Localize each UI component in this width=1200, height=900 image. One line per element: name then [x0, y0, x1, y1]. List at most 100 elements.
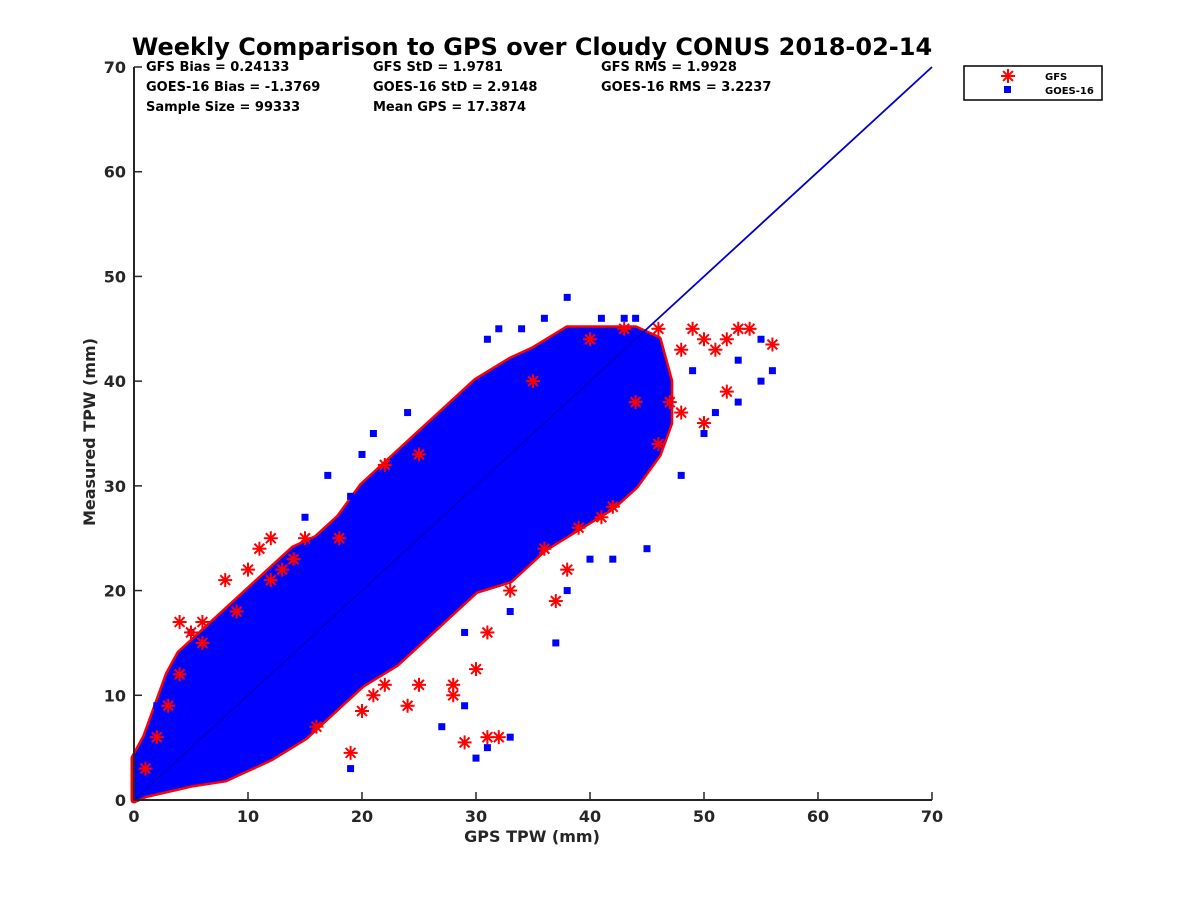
- y-tick-label: 50: [104, 267, 126, 286]
- gfs-point: [252, 541, 267, 556]
- gfs-point: [742, 321, 757, 336]
- goes16-point: [734, 398, 742, 406]
- gfs-point: [446, 688, 461, 703]
- goes16-point: [540, 314, 548, 322]
- goes16-point: [518, 325, 526, 333]
- y-tick-label: 20: [104, 582, 126, 601]
- x-tick-label: 50: [693, 807, 715, 826]
- legend: GFS GOES-16: [963, 65, 1103, 101]
- y-axis-label: Measured TPW (mm): [80, 338, 99, 526]
- gfs-point: [765, 337, 780, 352]
- gfs-point: [343, 745, 358, 760]
- stat-text: GOES-16 RMS = 3.2237: [601, 80, 771, 95]
- y-tick-label: 30: [104, 477, 126, 496]
- gfs-point: [298, 531, 312, 546]
- gfs-point: [195, 614, 210, 629]
- goes16-point: [689, 367, 697, 375]
- goes16-point: [563, 293, 571, 301]
- stat-text: Sample Size = 99333: [146, 100, 300, 115]
- gfs-point: [355, 703, 369, 718]
- gfs-point: [172, 667, 187, 682]
- goes16-point: [677, 471, 685, 479]
- goes16-point: [609, 555, 617, 563]
- legend-goes16-marker: [1004, 86, 1011, 93]
- x-tick-label: 60: [807, 807, 829, 826]
- goes16-point: [324, 471, 332, 479]
- goes16-point: [563, 587, 571, 595]
- legend-box: [963, 65, 1103, 101]
- gfs-point: [571, 520, 586, 535]
- goes16-point: [461, 628, 469, 636]
- goes16-point: [620, 314, 628, 322]
- y-tick-label: 10: [104, 686, 126, 705]
- gfs-point: [697, 416, 711, 431]
- gfs-point: [719, 332, 734, 347]
- gfs-point: [457, 735, 472, 750]
- goes16-point: [472, 754, 480, 762]
- gfs-point: [719, 384, 734, 399]
- gfs-point: [332, 531, 347, 546]
- y-tick-label: 0: [115, 791, 126, 810]
- gfs-point: [366, 688, 381, 703]
- gfs-point: [617, 321, 632, 336]
- x-tick-label: 0: [128, 807, 139, 826]
- gfs-point: [412, 677, 426, 692]
- goes16-point: [643, 545, 651, 553]
- goes16-point: [438, 723, 446, 731]
- y-tick-label: 40: [104, 372, 126, 391]
- legend-gfs-marker: [1001, 69, 1015, 83]
- goes16-point: [358, 450, 366, 458]
- gfs-point: [195, 635, 210, 650]
- gfs-point: [708, 342, 723, 357]
- gfs-point: [685, 321, 700, 336]
- legend-gfs-label: GFS: [1045, 72, 1067, 83]
- gfs-point: [594, 510, 609, 525]
- goes16-point: [586, 555, 594, 563]
- gfs-point: [480, 625, 495, 640]
- goes16-point: [153, 702, 161, 710]
- gfs-point: [605, 499, 620, 514]
- gfs-point: [697, 332, 711, 347]
- goes16-point: [711, 409, 719, 417]
- gfs-point: [172, 614, 187, 629]
- gfs-point: [469, 662, 483, 677]
- x-axis-label: GPS TPW (mm): [464, 827, 600, 846]
- one-to-one-line: [133, 66, 933, 801]
- goes16-point: [734, 356, 742, 364]
- goes16-point: [552, 639, 560, 647]
- gfs-point: [662, 395, 677, 410]
- stat-text: Mean GPS = 17.3874: [373, 100, 526, 115]
- legend-goes16-label: GOES-16: [1045, 86, 1094, 97]
- goes16-point: [426, 608, 434, 616]
- gfs-point: [548, 594, 563, 609]
- gfs-point: [628, 395, 643, 410]
- axes: 0 10 20 30 40 50 60 70 0 10 20 30 40 50 60 70: [104, 58, 943, 826]
- gfs-point: [674, 342, 689, 357]
- goes16-point: [483, 744, 491, 752]
- goes16-point: [404, 409, 412, 417]
- gfs-point: [161, 698, 176, 713]
- chart-title: Weekly Comparison to GPS over Cloudy CON…: [132, 33, 932, 61]
- goes16-point: [483, 335, 491, 343]
- gfs-point: [138, 761, 153, 776]
- gfs-point: [309, 719, 324, 734]
- x-tick-label: 30: [465, 807, 487, 826]
- goes16-point: [461, 702, 469, 710]
- plot-area: [130, 66, 933, 804]
- stat-text: GOES-16 Bias = -1.3769: [146, 80, 320, 95]
- gfs-point: [241, 562, 255, 577]
- gfs-point: [560, 562, 575, 577]
- gfs-point: [651, 321, 666, 336]
- goes16-point: [757, 335, 765, 343]
- goes16-point: [369, 430, 377, 437]
- goes16-point-cloud: [133, 327, 671, 801]
- gfs-point: [377, 457, 392, 472]
- goes16-point: [495, 325, 503, 333]
- gfs-point: [503, 583, 518, 598]
- gfs-point: [263, 573, 278, 588]
- goes16-point: [347, 492, 355, 500]
- x-tick-label: 40: [579, 807, 601, 826]
- goes16-point: [632, 314, 640, 322]
- gfs-point: [286, 552, 301, 567]
